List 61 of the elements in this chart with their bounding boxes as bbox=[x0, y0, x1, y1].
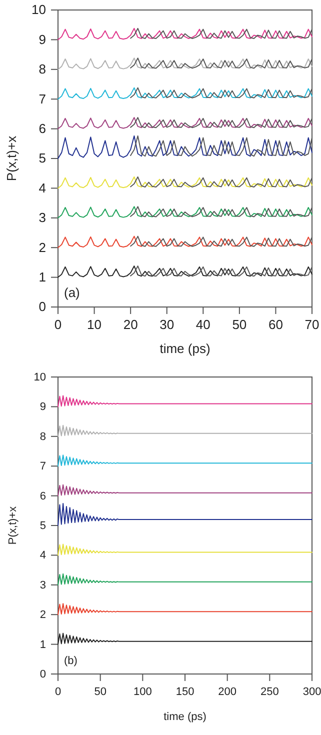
x-axis-title: time (ps) bbox=[160, 341, 210, 356]
y-tick-label: 9 bbox=[38, 32, 46, 47]
x-tick-label: 60 bbox=[268, 317, 283, 332]
line-series bbox=[58, 544, 312, 556]
line-series bbox=[58, 117, 312, 130]
x-tick-label: 50 bbox=[232, 317, 247, 332]
line-series bbox=[58, 632, 312, 645]
y-tick-label: 10 bbox=[32, 2, 46, 18]
line-series bbox=[58, 135, 312, 159]
y-tick-label: 9 bbox=[40, 401, 46, 414]
line-series bbox=[58, 395, 312, 408]
line-series bbox=[58, 454, 312, 467]
line-series bbox=[58, 206, 312, 218]
y-tick-label: 1 bbox=[40, 638, 46, 651]
line-series bbox=[58, 87, 312, 100]
y-tick-label: 8 bbox=[40, 430, 46, 443]
y-tick-label: 7 bbox=[40, 460, 46, 473]
x-tick-label: 20 bbox=[123, 317, 138, 332]
y-tick-label: 2 bbox=[38, 240, 46, 255]
x-tick-label: 70 bbox=[304, 317, 320, 332]
line-series bbox=[58, 573, 312, 586]
y-tick-label: 1 bbox=[38, 269, 46, 284]
annotation: (a) bbox=[64, 285, 80, 300]
y-tick-label: 2 bbox=[40, 609, 46, 622]
x-tick-label: 200 bbox=[218, 686, 237, 698]
line-series bbox=[58, 236, 312, 248]
x-tick-label: 40 bbox=[196, 317, 210, 332]
y-tick-label: 5 bbox=[38, 150, 46, 166]
x-tick-label: 50 bbox=[94, 686, 106, 698]
x-tick-label: 250 bbox=[260, 686, 279, 698]
y-tick-label: 3 bbox=[38, 210, 46, 226]
line-series bbox=[58, 266, 312, 278]
y-tick-label: 10 bbox=[34, 372, 46, 384]
y-tick-label: 4 bbox=[38, 180, 46, 196]
x-tick-label: 0 bbox=[54, 686, 62, 698]
y-tick-label: 7 bbox=[38, 91, 46, 106]
line-series bbox=[58, 176, 312, 189]
y-tick-label: 0 bbox=[38, 299, 46, 314]
x-tick-label: 10 bbox=[87, 317, 102, 332]
y-axis-title: P(x,t)+x bbox=[7, 506, 19, 545]
line-series bbox=[58, 28, 312, 40]
y-tick-label: 5 bbox=[40, 520, 46, 532]
line-series bbox=[58, 58, 312, 70]
y-tick-label: 4 bbox=[40, 550, 46, 562]
y-tick-label: 3 bbox=[40, 579, 46, 592]
y-tick-label: 8 bbox=[38, 62, 46, 77]
y-tick-label: 0 bbox=[40, 668, 46, 681]
line-series bbox=[58, 424, 312, 437]
y-tick-label: 6 bbox=[40, 490, 46, 502]
x-tick-label: 150 bbox=[176, 686, 194, 698]
line-series bbox=[58, 484, 312, 496]
annotation: (b) bbox=[64, 655, 78, 667]
line-series bbox=[58, 603, 312, 616]
line-series bbox=[58, 503, 312, 526]
x-axis-title: time (ps) bbox=[164, 711, 206, 723]
y-tick-label: 6 bbox=[38, 120, 46, 136]
x-tick-label: 30 bbox=[160, 317, 174, 332]
x-tick-label: 100 bbox=[133, 686, 152, 698]
x-tick-label: 300 bbox=[302, 686, 321, 698]
y-axis-title: P(x,t)+x bbox=[4, 135, 19, 182]
x-tick-label: 0 bbox=[54, 317, 62, 332]
